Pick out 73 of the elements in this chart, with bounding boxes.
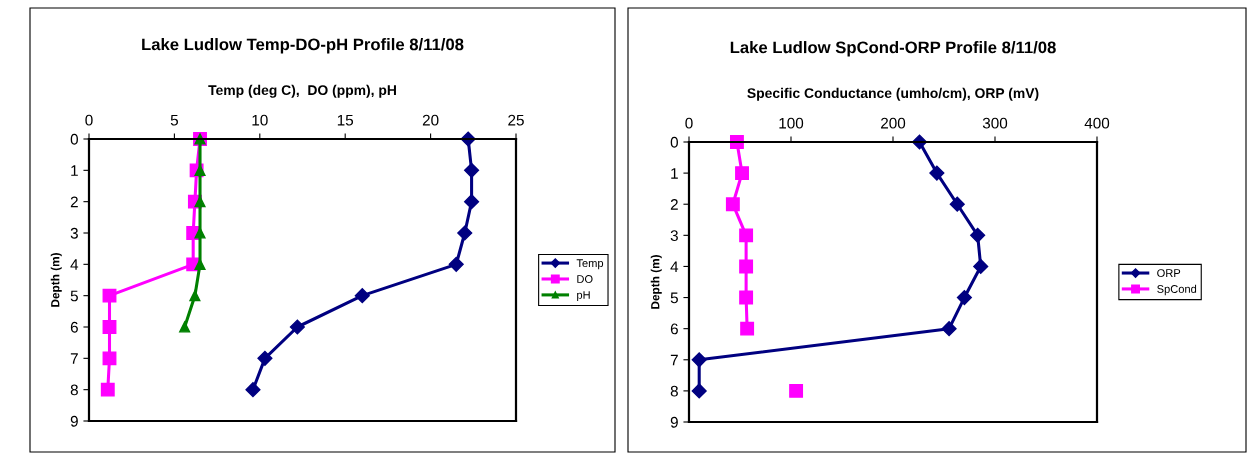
point: [194, 196, 206, 208]
point: [739, 290, 754, 305]
y-tick-label: 5: [670, 292, 678, 304]
point: [102, 351, 117, 366]
point: [102, 320, 117, 334]
point: [189, 290, 201, 302]
y-tick-label: 0: [670, 136, 678, 148]
x-tick-label: 25: [508, 114, 524, 126]
point: [464, 194, 480, 210]
x-tick-label: 10: [252, 114, 268, 126]
point: [956, 289, 972, 306]
y-tick-label: 1: [71, 165, 78, 176]
point: [289, 319, 305, 335]
x-tick-label: 300: [982, 117, 1008, 129]
point: [179, 321, 191, 333]
y-axis-title: Depth (m): [50, 253, 62, 307]
point: [464, 162, 480, 178]
x-tick-label: 400: [1084, 117, 1110, 129]
y-tick-label: 0: [70, 133, 78, 145]
point: [102, 288, 117, 303]
point: [257, 350, 273, 366]
point: [245, 382, 261, 398]
legend-label: DO: [577, 275, 593, 283]
y-tick-label: 7: [670, 354, 678, 366]
x-axis-title: Temp (deg C), DO (ppm), pH: [208, 84, 396, 98]
y-tick-label: 6: [670, 323, 678, 335]
point: [739, 259, 754, 274]
x-axis-title: Specific Conductance (umho/cm), ORP (mV): [747, 87, 1039, 101]
legend-label: ORP: [1157, 269, 1181, 278]
chart-title: Lake Ludlow SpCond-ORP Profile 8/11/08: [730, 41, 1056, 57]
x-tick-label: 0: [85, 114, 93, 126]
y-tick-label: 7: [70, 353, 78, 364]
y-tick-label: 2: [70, 196, 78, 208]
x-tick-label: 0: [685, 117, 693, 129]
y-tick-label: 5: [70, 290, 78, 302]
y-axis-title: Depth (m): [650, 255, 662, 309]
point: [691, 383, 707, 399]
point: [457, 225, 473, 241]
y-tick-label: 9: [70, 415, 78, 427]
y-tick-label: 9: [670, 416, 678, 428]
legend-label: SpCond: [1157, 284, 1197, 296]
point: [740, 321, 755, 336]
point: [973, 258, 989, 275]
x-tick-label: 20: [422, 114, 439, 126]
y-tick-label: 4: [70, 259, 79, 270]
point: [725, 197, 740, 212]
legend-label: Temp: [576, 259, 604, 270]
y-tick-label: 3: [70, 227, 78, 239]
legend-label: pH: [577, 291, 590, 302]
x-tick-label: 15: [337, 114, 354, 126]
chart-title: Lake Ludlow Temp-DO-pH Profile 8/11/08: [142, 38, 464, 54]
y-tick-label: 8: [670, 385, 678, 397]
x-tick-label: 100: [779, 117, 804, 129]
point: [970, 227, 986, 243]
y-tick-label: 1: [671, 168, 678, 179]
point: [941, 321, 957, 337]
y-tick-label: 6: [70, 321, 78, 333]
point: [735, 166, 749, 181]
point: [739, 228, 754, 243]
point: [789, 383, 804, 398]
point: [354, 288, 370, 304]
point: [100, 382, 115, 397]
point: [448, 256, 464, 272]
x-tick-label: 200: [881, 117, 906, 129]
y-tick-label: 3: [670, 230, 678, 242]
point: [691, 352, 707, 368]
point: [194, 227, 206, 239]
x-tick-label: 5: [170, 114, 179, 126]
y-tick-label: 8: [70, 384, 78, 396]
point: [949, 196, 965, 212]
point: [929, 165, 945, 181]
y-tick-label: 4: [670, 261, 679, 272]
y-tick-label: 2: [670, 199, 678, 210]
